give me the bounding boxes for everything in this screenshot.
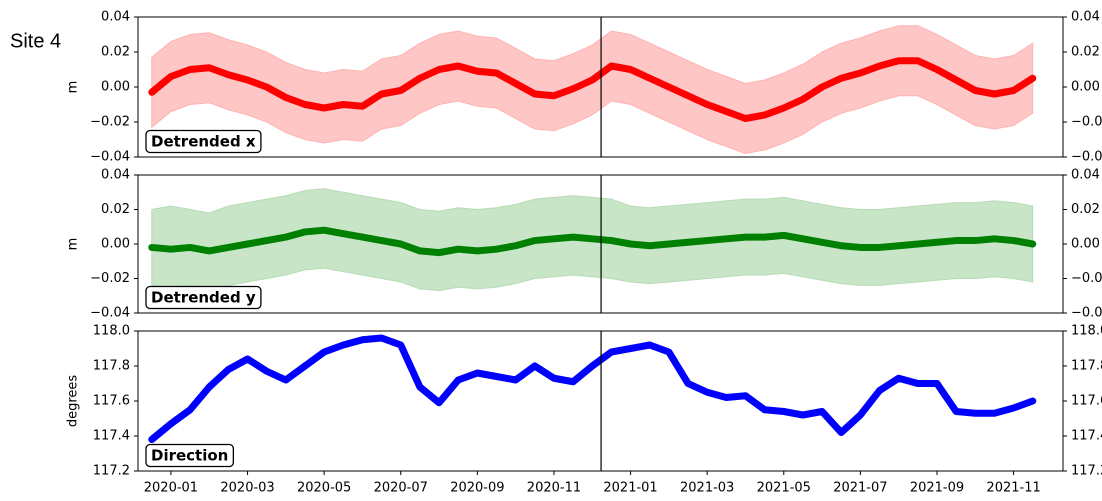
x-tick-label: 2020-05: [297, 481, 351, 496]
x-tick-label: 2020-11: [527, 481, 581, 496]
y-tick-label: 117.8: [93, 359, 130, 374]
data-line: [148, 226, 1037, 257]
y-tick-label: −0.02: [90, 115, 130, 130]
x-tick-label: 2020-07: [374, 481, 428, 496]
y-tick-label: 117.2: [93, 464, 130, 479]
y-tick-label: 117.4: [93, 429, 130, 444]
y-tick-label: −0.04: [90, 150, 130, 165]
y-axis-label: m: [66, 81, 81, 94]
x-tick-label: 2020-09: [450, 481, 504, 496]
x-tick-label: 2020-01: [144, 481, 198, 496]
y2-tick-label: 0.04: [1071, 168, 1100, 183]
y2-tick-label: 117.8: [1071, 359, 1102, 374]
y2-tick-label: 117.4: [1071, 429, 1102, 444]
annotation-text: Direction: [151, 447, 228, 465]
x-tick-label: 2021-07: [833, 481, 887, 496]
y2-tick-label: 117.6: [1071, 394, 1102, 409]
site-label: Site 4: [10, 30, 61, 52]
y-tick-label: 0.04: [101, 10, 130, 25]
y-axis-label: degrees: [66, 375, 81, 428]
y-tick-label: 0.02: [101, 202, 130, 217]
data-line: [148, 334, 1037, 443]
annotation-box: [145, 443, 235, 468]
y-tick-label: 0.00: [101, 237, 130, 252]
y2-tick-label: −0.02: [1071, 115, 1102, 130]
annotation: Detrended x: [145, 129, 262, 154]
annotation-text: Detrended x: [151, 133, 256, 151]
y2-tick-label: 0.02: [1071, 45, 1100, 60]
y2-tick-label: −0.04: [1071, 150, 1102, 165]
y-tick-label: 0.04: [101, 168, 130, 183]
annotation-text: Detrended y: [151, 289, 256, 307]
annotation-box: [145, 285, 262, 310]
y-tick-label: 117.6: [93, 394, 130, 409]
data-line: [148, 57, 1037, 122]
y2-tick-label: 0.02: [1071, 202, 1100, 217]
annotation: Direction: [145, 443, 235, 468]
uncertainty-band: [151, 25, 1034, 155]
y2-tick-label: 0.00: [1071, 80, 1100, 95]
annotation-box: [145, 129, 262, 154]
y-tick-label: −0.02: [90, 271, 130, 286]
y-tick-label: 0.00: [101, 80, 130, 95]
x-tick-label: 2021-11: [986, 481, 1040, 496]
x-tick-label: 2020-03: [220, 481, 274, 496]
y2-tick-label: 118.0: [1071, 324, 1102, 339]
y2-tick-label: 0.04: [1071, 10, 1100, 25]
x-tick-label: 2021-09: [910, 481, 964, 496]
y2-tick-label: 117.2: [1071, 464, 1102, 479]
y2-tick-label: −0.02: [1071, 271, 1102, 286]
y2-tick-label: 0.00: [1071, 237, 1100, 252]
y-tick-label: −0.04: [90, 306, 130, 321]
y-tick-label: 0.02: [101, 45, 130, 60]
x-tick-label: 2021-05: [757, 481, 811, 496]
x-tick-label: 2021-01: [603, 481, 657, 496]
annotation: Detrended y: [145, 285, 262, 310]
y-tick-label: 118.0: [93, 324, 130, 339]
y-axis-label: m: [66, 238, 81, 251]
y2-tick-label: −0.04: [1071, 306, 1102, 321]
x-tick-label: 2021-03: [680, 481, 734, 496]
